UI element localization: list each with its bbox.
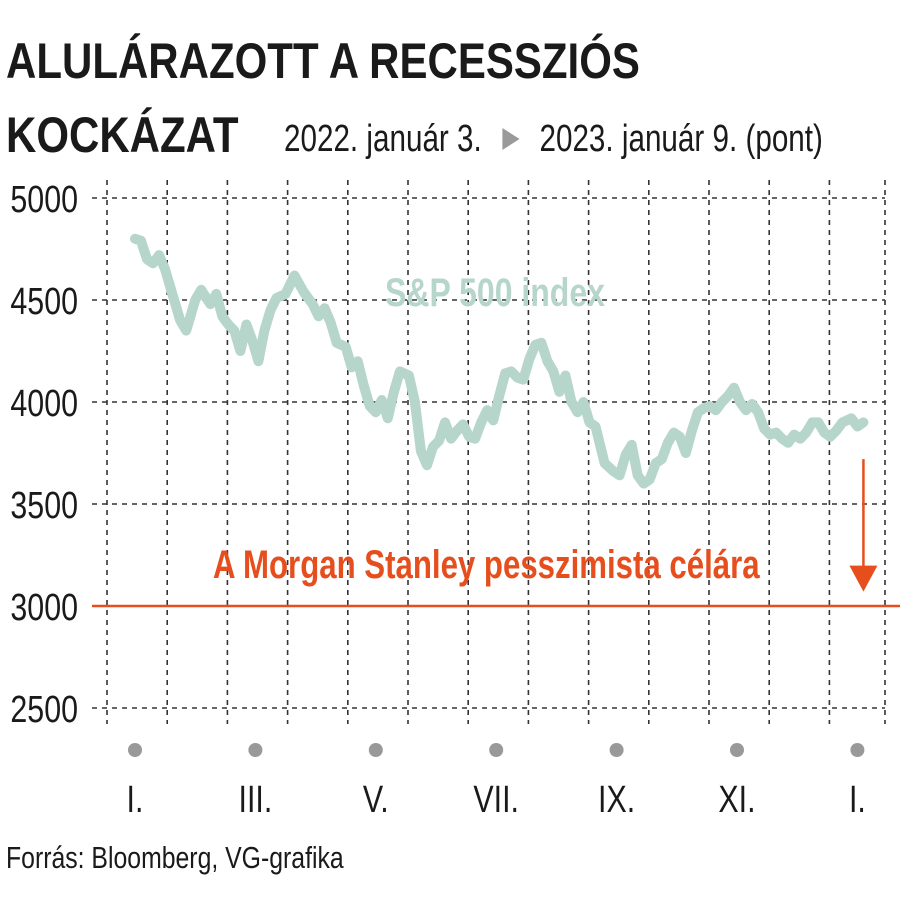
y-tick-label-3500: 3500 xyxy=(10,485,78,527)
y-axis-ticks: 5000 4500 4000 3500 3000 2500 xyxy=(10,179,78,731)
x-tick-dot-2 xyxy=(368,743,383,757)
x-axis-ticks: I. III. V. VII. IX. XI. I. xyxy=(127,743,866,821)
x-tick-label-2: V. xyxy=(363,779,389,821)
x-tick-dot-4 xyxy=(609,743,624,757)
x-tick-label-3: VII. xyxy=(473,779,519,821)
x-tick-dot-0 xyxy=(128,743,142,757)
target-price-label: A Morgan Stanley pesszimista célára xyxy=(213,542,761,587)
series-layer: S&P 500 index xyxy=(130,233,869,489)
series-label-sp500: S&P 500 index xyxy=(385,270,605,315)
x-tick-dot-3 xyxy=(489,743,504,757)
y-tick-label-4500: 4500 xyxy=(10,281,78,323)
annotation-layer: A Morgan Stanley pesszimista célára xyxy=(92,459,900,608)
x-tick-dot-1 xyxy=(248,743,263,757)
x-tick-label-0: I. xyxy=(127,779,144,821)
y-tick-label-2500: 2500 xyxy=(10,689,78,731)
x-tick-label-6: I. xyxy=(849,779,866,821)
x-tick-dot-5 xyxy=(730,743,744,757)
sp500-line-chart: 5000 4500 4000 3500 3000 2500 S&P 500 index A… xyxy=(10,179,900,821)
y-tick-label-4000: 4000 xyxy=(10,383,78,425)
x-tick-label-4: IX. xyxy=(598,779,635,821)
chart-subtitle: 2022. január 3. 2023. január 9. (pont) xyxy=(284,118,823,161)
sp500-series-line xyxy=(130,233,869,489)
chart-title-line-2: KOCKÁZAT xyxy=(6,107,239,163)
down-arrow-head xyxy=(849,565,878,592)
x-tick-label-5: XI. xyxy=(718,779,755,821)
subtitle-start-date: 2022. január 3. xyxy=(284,118,482,160)
x-tick-dot-6 xyxy=(850,743,865,757)
chart-title-line-1: ALULÁRAZOTT A RECESSZIÓS xyxy=(6,33,640,89)
grid xyxy=(92,180,886,724)
triangle-right-icon xyxy=(502,127,520,150)
y-tick-label-5000: 5000 xyxy=(10,179,78,221)
x-tick-label-1: III. xyxy=(239,779,273,821)
source-note: Forrás: Bloomberg, VG-grafika xyxy=(6,840,344,875)
subtitle-end-date: 2023. január 9. (pont) xyxy=(539,118,823,160)
y-tick-label-3000: 3000 xyxy=(10,587,78,629)
